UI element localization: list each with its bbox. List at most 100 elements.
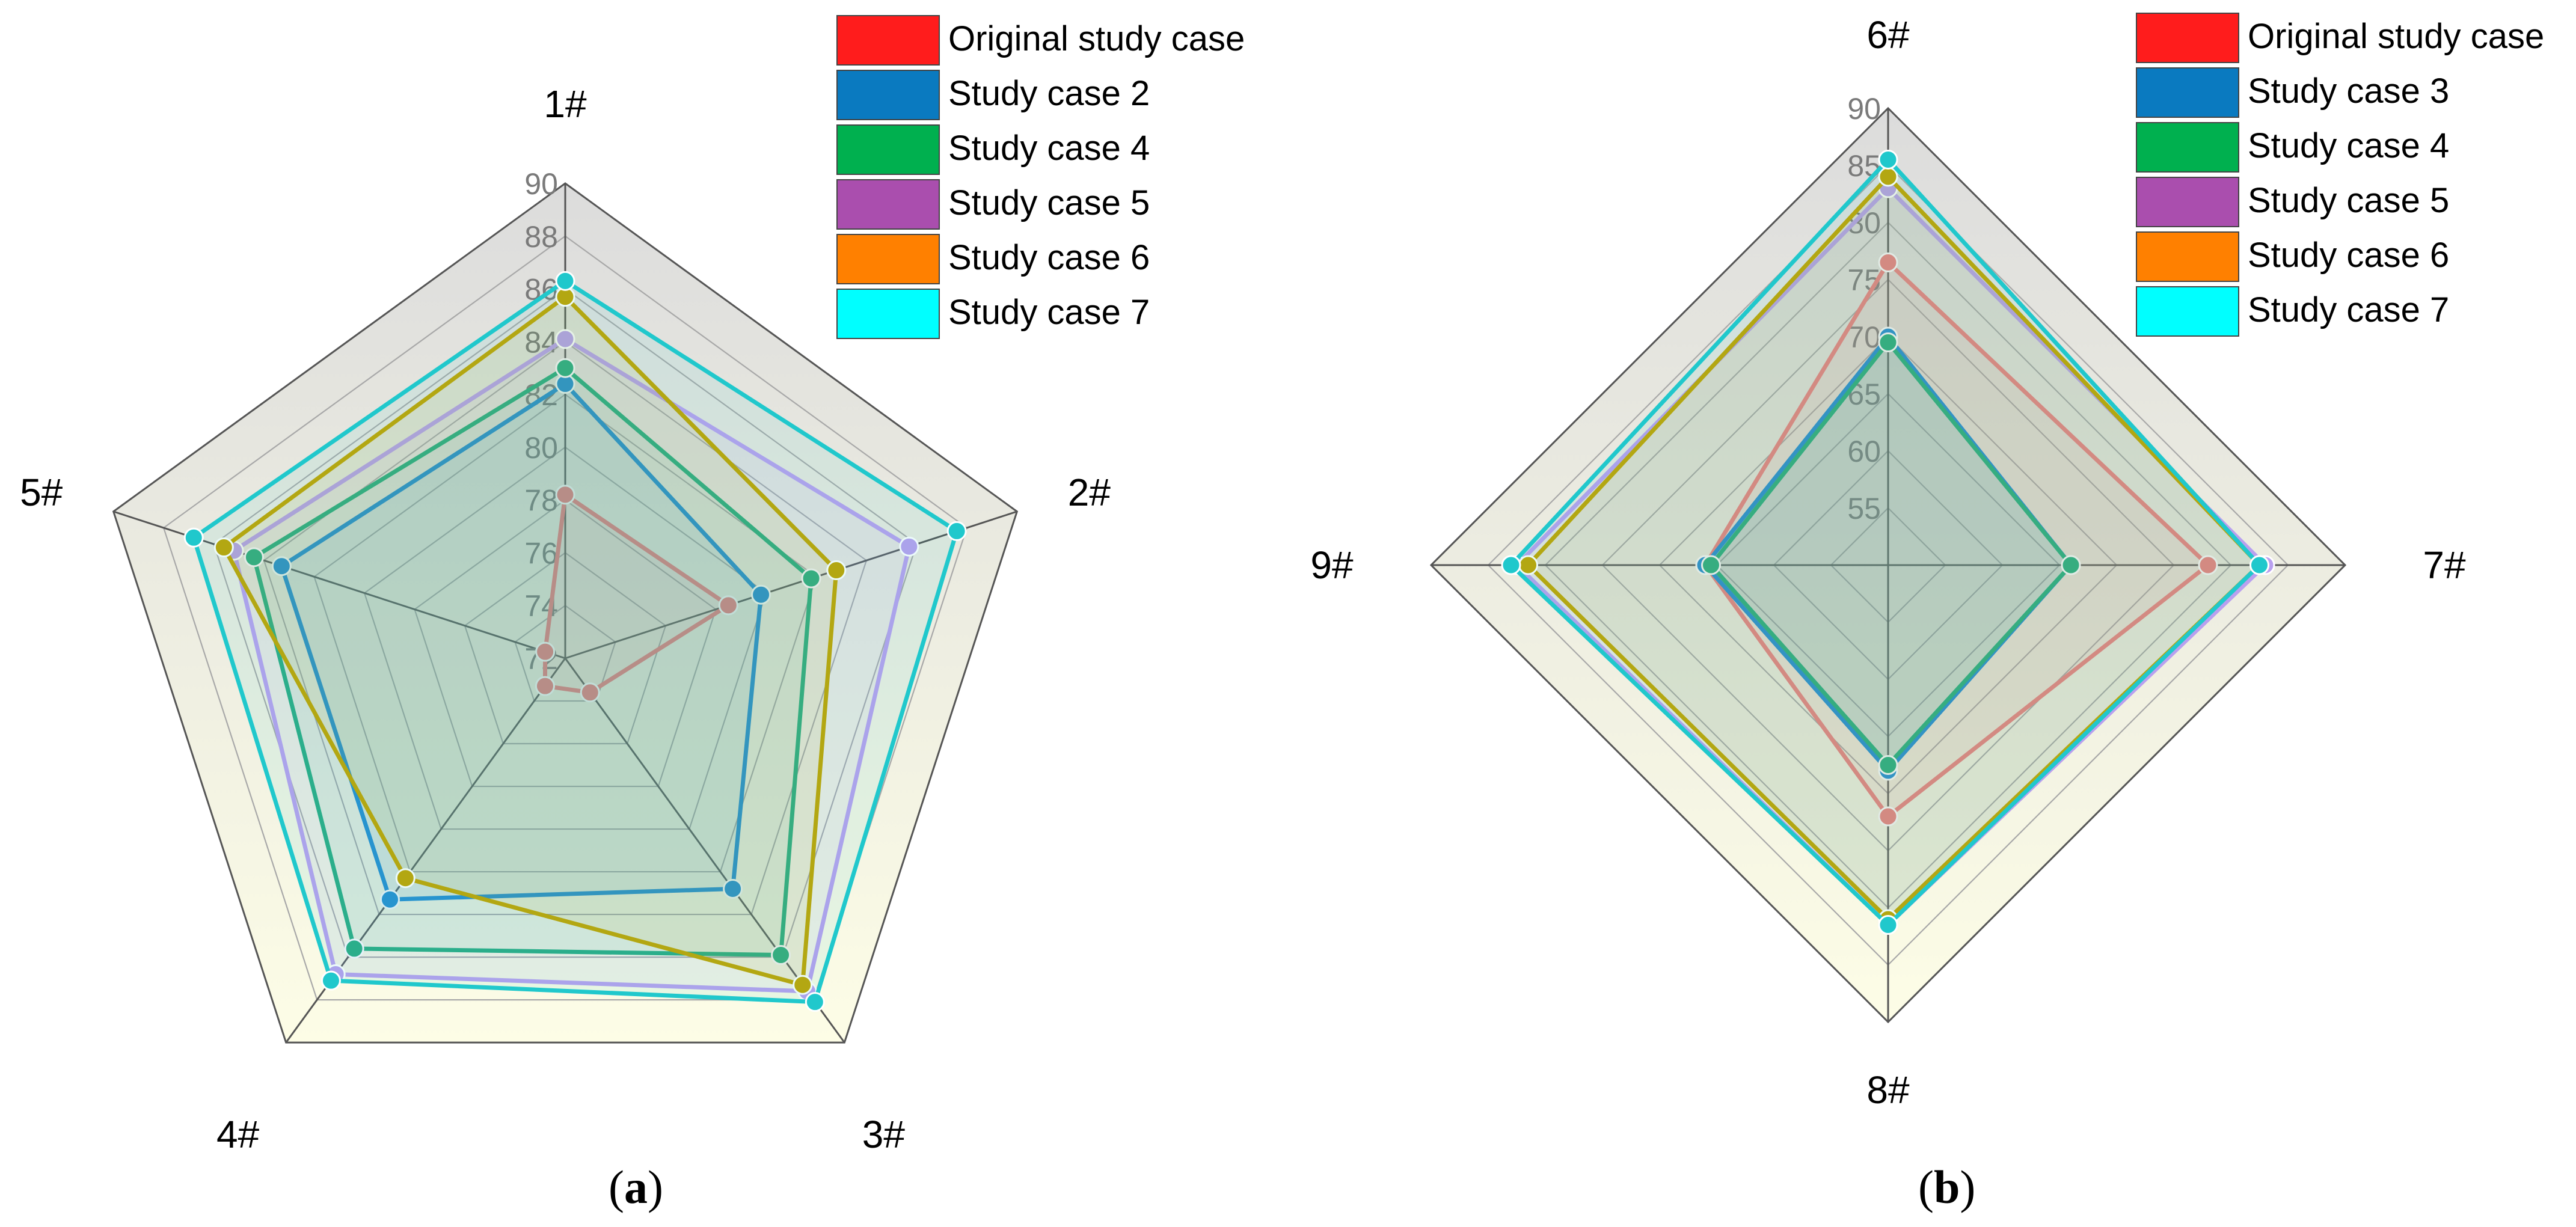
chart-a-legend-label-study-case-2: Study case 2 xyxy=(948,74,1150,113)
chart-a-tick-label: 76 xyxy=(524,536,558,570)
chart-a-legend-swatch-study-case-4 xyxy=(836,124,940,175)
chart-a-grid-ring xyxy=(363,446,767,830)
chart-a-series-study-case-5-point xyxy=(899,536,919,557)
chart-a-series-study-case-7-point xyxy=(555,271,575,291)
chart-a-series-original-study-case-point xyxy=(718,595,738,616)
chart-a-series-original-study-case-point xyxy=(535,676,555,696)
chart-a-tick-label: 78 xyxy=(524,484,558,518)
panel-caption-a: (a) xyxy=(609,1160,663,1214)
chart-a-legend-swatch-study-case-6 xyxy=(836,234,940,284)
chart-a-tick-label: 80 xyxy=(524,431,558,465)
chart-a-series-study-case-7-point xyxy=(183,527,204,548)
caption-a-close: ) xyxy=(647,1161,663,1213)
chart-b-legend-swatch-study-case-6 xyxy=(2136,231,2239,282)
chart-a-axis-label: 5# xyxy=(20,471,63,514)
chart-b-legend-label-study-case-4: Study case 4 xyxy=(2248,126,2449,165)
chart-b-tick-label: 55 xyxy=(1847,492,1881,525)
chart-a-tick-label: 88 xyxy=(524,220,558,254)
chart-b-legend-swatch-study-case-7 xyxy=(2136,286,2239,337)
chart-a-grid-ring xyxy=(514,604,616,702)
chart-b-series-study-case-7-point xyxy=(1878,915,1898,935)
chart-a-series-original-study-case-point xyxy=(580,682,600,703)
caption-b-letter: b xyxy=(1933,1161,1960,1213)
caption-a-letter: a xyxy=(624,1161,648,1213)
chart-a-legend-label-study-case-4: Study case 4 xyxy=(948,129,1150,168)
chart-b-series-study-case-4-point xyxy=(1701,555,1721,575)
chart-a-legend-swatch-study-case-7 xyxy=(836,289,940,339)
chart-a-axis-label: 2# xyxy=(1068,471,1111,514)
chart-b-legend-swatch-study-case-4 xyxy=(2136,122,2239,173)
chart-a-legend-label-study-case-7: Study case 7 xyxy=(948,293,1150,332)
chart-b-series-original-study-case-point xyxy=(1878,806,1898,827)
chart-a-series-study-case-2-point xyxy=(723,878,743,899)
chart-b-series-study-case-7-point xyxy=(1878,150,1898,170)
chart-b-legend-swatch-original-study-case xyxy=(2136,13,2239,63)
chart-a-series-study-case-7-point xyxy=(320,970,341,991)
chart-a-grid-ring xyxy=(414,499,717,788)
chart-a-series-study-case-4-line xyxy=(251,366,814,958)
chart-a-series-study-case-6-point xyxy=(213,537,234,558)
chart-a-series-study-case-6-point xyxy=(826,560,847,581)
chart-b-series-study-case-4-point xyxy=(2061,555,2081,575)
chart-b-legend-label-study-case-7: Study case 7 xyxy=(2248,290,2449,329)
chart-b-series-original-study-case-point xyxy=(2198,555,2218,575)
caption-b-open: ( xyxy=(1918,1161,1934,1213)
chart-a-legend-label-study-case-6: Study case 6 xyxy=(948,238,1150,277)
chart-a-series-study-case-5-point xyxy=(555,329,575,349)
chart-b-legend-label-study-case-5: Study case 5 xyxy=(2248,181,2449,220)
chart-a-series-study-case-2-point xyxy=(751,584,771,605)
chart-b-legend-label-original-study-case: Original study case xyxy=(2248,17,2544,56)
chart-b-tick-label: 70 xyxy=(1847,320,1881,354)
chart-a-series-study-case-4-point xyxy=(244,547,264,568)
radar-chart-a: 727476788082848688901#2#3#4#5#Original s… xyxy=(20,15,1245,1156)
chart-a-legend-label-original-study-case: Original study case xyxy=(948,19,1245,58)
chart-a-series-study-case-6-line xyxy=(221,295,839,987)
chart-b-axis-label: 7# xyxy=(2423,543,2466,587)
chart-a-series-study-case-4-point xyxy=(771,945,791,965)
chart-a-series-original-study-case-point xyxy=(555,485,575,505)
chart-a-series-study-case-4-point xyxy=(555,358,575,378)
chart-b-legend-label-study-case-3: Study case 3 xyxy=(2248,72,2449,111)
chart-a-tick-label: 90 xyxy=(524,167,558,201)
chart-b-series-study-case-4-point xyxy=(1878,755,1898,775)
caption-a-open: ( xyxy=(609,1161,624,1213)
chart-b-axis-label: 9# xyxy=(1310,543,1354,587)
chart-b-legend-swatch-study-case-5 xyxy=(2136,177,2239,227)
chart-b-series-study-case-7-point xyxy=(1501,555,1521,575)
panel-caption-b: (b) xyxy=(1918,1160,1975,1214)
chart-b-legend-label-study-case-6: Study case 6 xyxy=(2248,236,2449,275)
caption-b-close: ) xyxy=(1960,1161,1976,1213)
chart-a-legend-swatch-original-study-case xyxy=(836,15,940,66)
chart-b-tick-label: 60 xyxy=(1847,435,1881,468)
chart-a-series-study-case-4-point xyxy=(801,568,821,589)
chart-a-grid-ring xyxy=(464,552,667,745)
chart-b-axis-label: 8# xyxy=(1866,1068,1910,1112)
chart-a-series-study-case-7-point xyxy=(805,992,825,1012)
chart-a-series-study-case-4-point xyxy=(344,938,364,959)
chart-a-grid-ring xyxy=(213,288,918,958)
chart-a-series-original-study-case-line xyxy=(542,492,731,695)
chart-a-series-study-case-5-line xyxy=(232,337,912,994)
chart-a-axis-label: 1# xyxy=(544,82,587,126)
chart-b-tick-label: 85 xyxy=(1847,149,1881,183)
chart-a-series-study-case-6-point xyxy=(793,975,813,995)
chart-b-series-study-case-4-point xyxy=(1878,332,1898,352)
chart-a-series-study-case-2-point xyxy=(271,556,292,577)
chart-a-series-study-case-7-line xyxy=(191,278,959,1005)
chart-a-legend-swatch-study-case-5 xyxy=(836,179,940,230)
chart-a-axis-label: 4# xyxy=(216,1113,260,1156)
chart-a-series-study-case-6-point xyxy=(395,868,416,889)
chart-a-legend-label-study-case-5: Study case 5 xyxy=(948,183,1150,222)
chart-a-grid-ring xyxy=(263,340,868,916)
chart-b-series-original-study-case-point xyxy=(1878,252,1898,272)
chart-b-axis-label: 6# xyxy=(1866,13,1910,57)
chart-a-axis-label: 3# xyxy=(862,1113,906,1156)
chart-a-series-study-case-2-line xyxy=(279,382,764,902)
chart-a-spoke xyxy=(565,510,1017,659)
chart-b-legend-swatch-study-case-3 xyxy=(2136,67,2239,118)
chart-a-series-study-case-2-point xyxy=(379,889,400,910)
chart-a-grid-ring xyxy=(162,235,968,1001)
chart-a-legend-swatch-study-case-2 xyxy=(836,70,940,120)
